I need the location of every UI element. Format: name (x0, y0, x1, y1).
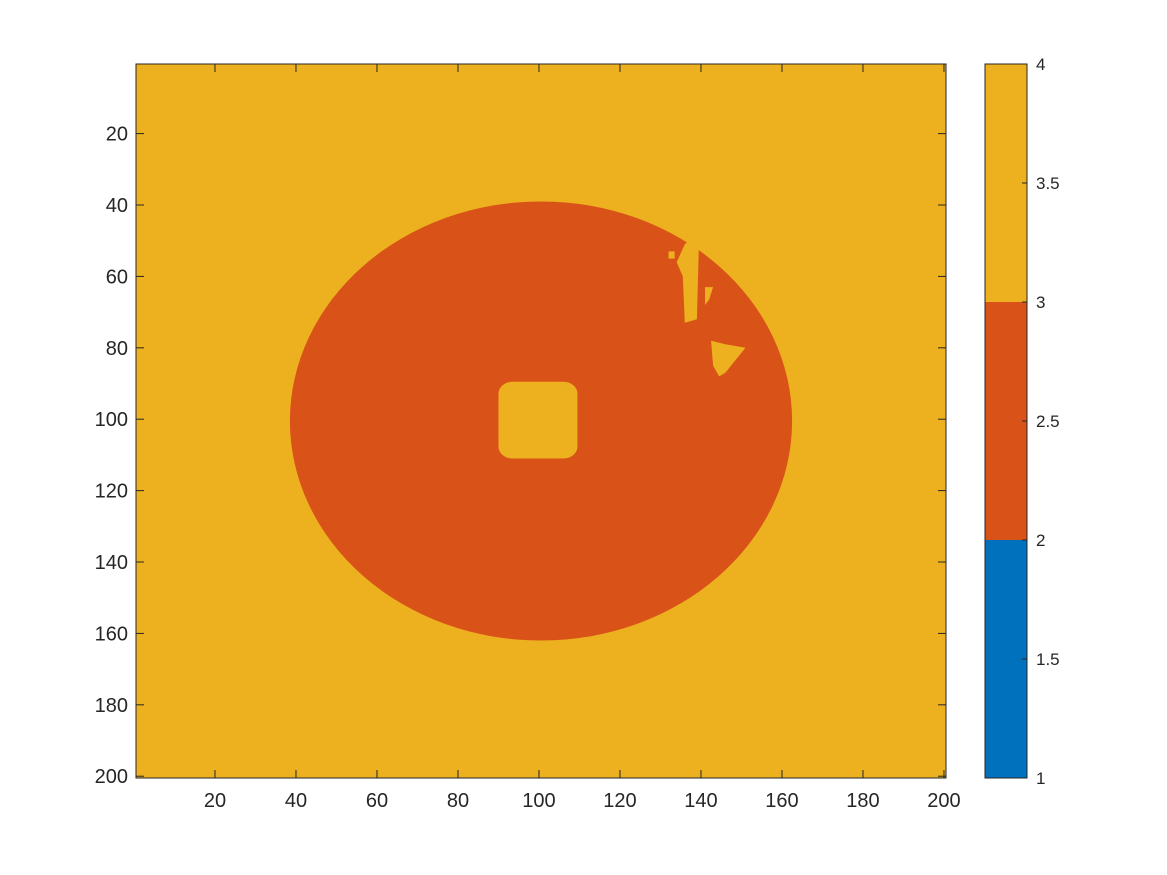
heatmap-region-3 (668, 251, 675, 259)
heatmap-region-4 (705, 287, 714, 305)
y-tick-label: 160 (95, 623, 128, 645)
y-tick-label: 200 (95, 766, 128, 788)
colorbar-tick-label: 2.5 (1036, 412, 1060, 431)
colorbar-segment-2 (985, 64, 1027, 302)
y-tick-label: 80 (106, 338, 128, 360)
x-tick-label: 80 (447, 790, 469, 812)
y-tick-label: 60 (106, 266, 128, 288)
x-tick-label: 200 (927, 790, 960, 812)
y-tick-label: 20 (106, 124, 128, 146)
heatmap-image (136, 64, 946, 778)
colorbar-tick-label: 1.5 (1036, 650, 1060, 669)
colorbar-tick-label: 3.5 (1036, 174, 1060, 193)
heatmap-region-2 (676, 237, 699, 323)
heatmap-axes: 20 40 60 80 100 120 140 160 180 200 20 40 60 80 100 120… (95, 63, 961, 812)
colorbar-segment-0 (985, 540, 1027, 778)
y-tick-label: 120 (95, 481, 128, 503)
x-tick-label: 100 (522, 790, 555, 812)
y-tick-label: 180 (95, 695, 128, 717)
heatmap-region-1 (498, 381, 578, 459)
x-tick-label: 180 (846, 790, 879, 812)
colorbar-tick-label: 2 (1036, 531, 1045, 550)
colorbar-segment-1 (985, 302, 1027, 540)
x-tick-label: 120 (603, 790, 636, 812)
colorbar-tick-label: 4 (1036, 55, 1045, 74)
y-tick-label: 140 (95, 552, 128, 574)
axes-box (135, 63, 947, 779)
x-tick-label: 40 (285, 790, 307, 812)
x-tick-label: 160 (765, 790, 798, 812)
y-tick-label: 40 (106, 195, 128, 217)
x-tick-label: 140 (684, 790, 717, 812)
heatmap-region-5 (711, 340, 746, 377)
colorbar: 1 1.5 2 2.5 3 3.5 4 (984, 55, 1060, 788)
colorbar-tick-label: 1 (1036, 769, 1045, 788)
x-tick-label: 20 (204, 790, 226, 812)
x-tick-label: 60 (366, 790, 388, 812)
colorbar-tick-label: 3 (1036, 293, 1045, 312)
y-tick-label: 100 (95, 409, 128, 431)
